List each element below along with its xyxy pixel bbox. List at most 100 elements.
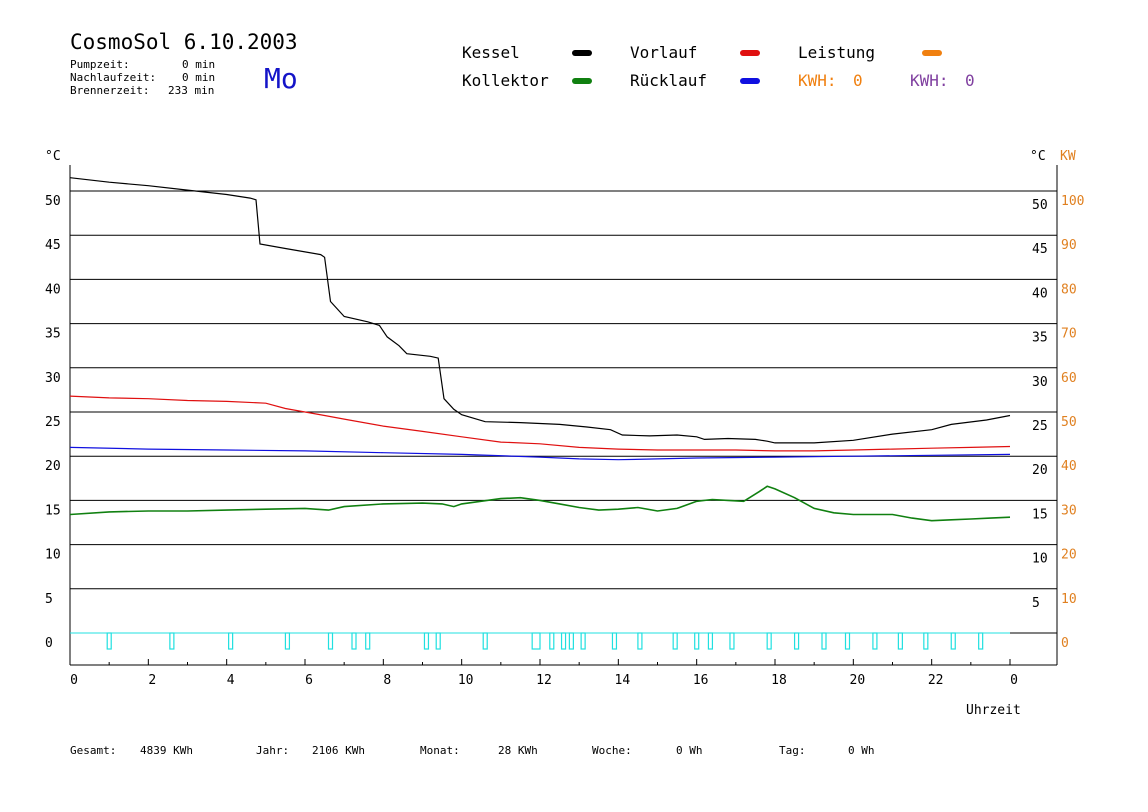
y-left-tick-label-10: 10 (45, 548, 61, 563)
pump-pulse-20 (729, 632, 735, 650)
footer-gesamt-label: Gesamt: (70, 744, 117, 757)
y2-tick-label-90: 90 (1061, 238, 1077, 253)
y-right-tick-label-25: 25 (1032, 419, 1048, 434)
pump-pulse-7 (423, 632, 430, 650)
x-tick-label-12: 0 (1010, 673, 1018, 688)
y2-tick-label-40: 40 (1061, 459, 1077, 474)
x-tick-label-9: 18 (771, 673, 787, 688)
x-tick-label-4: 8 (383, 673, 391, 688)
y-right-tick-label-50: 50 (1032, 198, 1048, 213)
pump-pulse-1 (169, 632, 175, 650)
kwh-1-label: KWH: (798, 71, 837, 90)
y2-tick-label-30: 30 (1061, 503, 1077, 518)
y2-tick-label-60: 60 (1061, 371, 1077, 386)
x-tick-label-10: 20 (850, 673, 866, 688)
y-left-tick-label-5: 5 (45, 592, 53, 607)
pump-pulse-19 (707, 632, 714, 650)
y2-tick-label-100: 100 (1061, 194, 1084, 209)
pump-pulse-24 (844, 632, 851, 650)
y-left-tick-label-50: 50 (45, 194, 61, 209)
y-left-tick-label-15: 15 (45, 503, 61, 518)
legend-kessel-swatch (572, 50, 592, 56)
y-right-tick-label-30: 30 (1032, 375, 1048, 390)
pump-pulse-28 (950, 632, 956, 650)
pump-time-label: Pumpzeit: (70, 58, 130, 71)
legend-vorlauf-label: Vorlauf (630, 43, 698, 62)
y-right-tick-label-35: 35 (1032, 331, 1048, 346)
x-tick-label-1: 2 (148, 673, 156, 688)
y2-tick-label-10: 10 (1061, 592, 1077, 607)
weekday-label: Mo (264, 62, 298, 95)
series-line-vorlauf (69, 395, 1011, 452)
pump-pulse-18 (694, 632, 700, 650)
pump-pulse-5 (351, 632, 357, 650)
burner-time-value: 233 min (168, 84, 215, 97)
x-tick-label-8: 16 (693, 673, 709, 688)
kwh-2-value: 0 (965, 71, 975, 90)
pump-pulse-3 (284, 632, 291, 650)
pump-pulse-27 (923, 632, 929, 650)
pump-pulse-2 (228, 632, 234, 650)
footer-gesamt-value: 4839 KWh (140, 744, 193, 757)
pump-pulse-11 (549, 632, 555, 650)
x-tick-label-2: 4 (227, 673, 235, 688)
footer-tag-value: 0 Wh (848, 744, 875, 757)
x-tick-label-5: 10 (458, 673, 474, 688)
legend-kessel-label: Kessel (462, 43, 520, 62)
y-right-unit-label: °C (1030, 149, 1046, 164)
pump-pulse-14 (580, 632, 586, 650)
pump-pulse-22 (793, 632, 800, 650)
pump-pulse-25 (872, 632, 878, 650)
y2-tick-label-20: 20 (1061, 548, 1077, 563)
pump-pulse-21 (766, 632, 772, 650)
series-line-kollektor (69, 485, 1011, 522)
pump-pulse-16 (637, 632, 643, 650)
x-tick-label-6: 12 (536, 673, 552, 688)
series-line-kessel (69, 177, 1011, 444)
y-right-tick-label-20: 20 (1032, 463, 1048, 478)
pump-pulse-0 (106, 632, 112, 650)
y-left-tick-label-40: 40 (45, 282, 61, 297)
pump-pulse-26 (897, 632, 903, 650)
footer-monat-value: 28 KWh (498, 744, 538, 757)
y-right-tick-label-5: 5 (1032, 596, 1040, 611)
series-line-ruecklauf (69, 446, 1011, 461)
y2-tick-label-0: 0 (1061, 636, 1069, 651)
pump-time-value: 0 min (182, 58, 216, 71)
footer-woche-label: Woche: (592, 744, 632, 757)
y-left-tick-label-20: 20 (45, 459, 61, 474)
burner-time-label: Brennerzeit: (70, 84, 150, 97)
kwh-2-label: KWH: (910, 71, 949, 90)
y2-tick-label-70: 70 (1061, 327, 1077, 342)
footer-monat-label: Monat: (420, 744, 460, 757)
y-left-tick-label-0: 0 (45, 636, 53, 651)
y-right-tick-label-15: 15 (1032, 507, 1048, 522)
pump-pulse-4 (327, 632, 334, 650)
y-left-tick-label-25: 25 (45, 415, 61, 430)
x-tick-label-7: 14 (615, 673, 631, 688)
pump-pulse-10 (531, 632, 541, 650)
legend-ruecklauf-label: Rücklauf (630, 71, 708, 90)
y2-unit-label: KW (1060, 149, 1076, 164)
y-left-tick-label-45: 45 (45, 238, 61, 253)
y-left-tick-label-30: 30 (45, 371, 61, 386)
y2-tick-label-80: 80 (1061, 282, 1077, 297)
kwh-1-value: 0 (853, 71, 863, 90)
pump-pulse-8 (435, 632, 441, 650)
pump-pulse-17 (672, 632, 678, 650)
chart-title: CosmoSol 6.10.2003 (70, 30, 298, 54)
legend-kollektor-label: Kollektor (462, 71, 549, 90)
pump-pulse-6 (365, 632, 371, 650)
pump-pulse-29 (978, 632, 984, 650)
legend-leistung-label: Leistung (798, 43, 876, 62)
x-tick-label-0: 0 (70, 673, 78, 688)
y-left-tick-label-35: 35 (45, 327, 61, 342)
footer-jahr-label: Jahr: (256, 744, 290, 757)
pump-pulse-15 (611, 632, 618, 650)
y-left-unit-label: °C (45, 149, 61, 164)
y-right-tick-label-10: 10 (1032, 552, 1048, 567)
footer-jahr-value: 2106 KWh (312, 744, 365, 757)
overrun-time-label: Nachlaufzeit: (70, 71, 157, 84)
footer-tag-label: Tag: (779, 744, 806, 757)
legend-leistung-swatch (922, 50, 942, 56)
